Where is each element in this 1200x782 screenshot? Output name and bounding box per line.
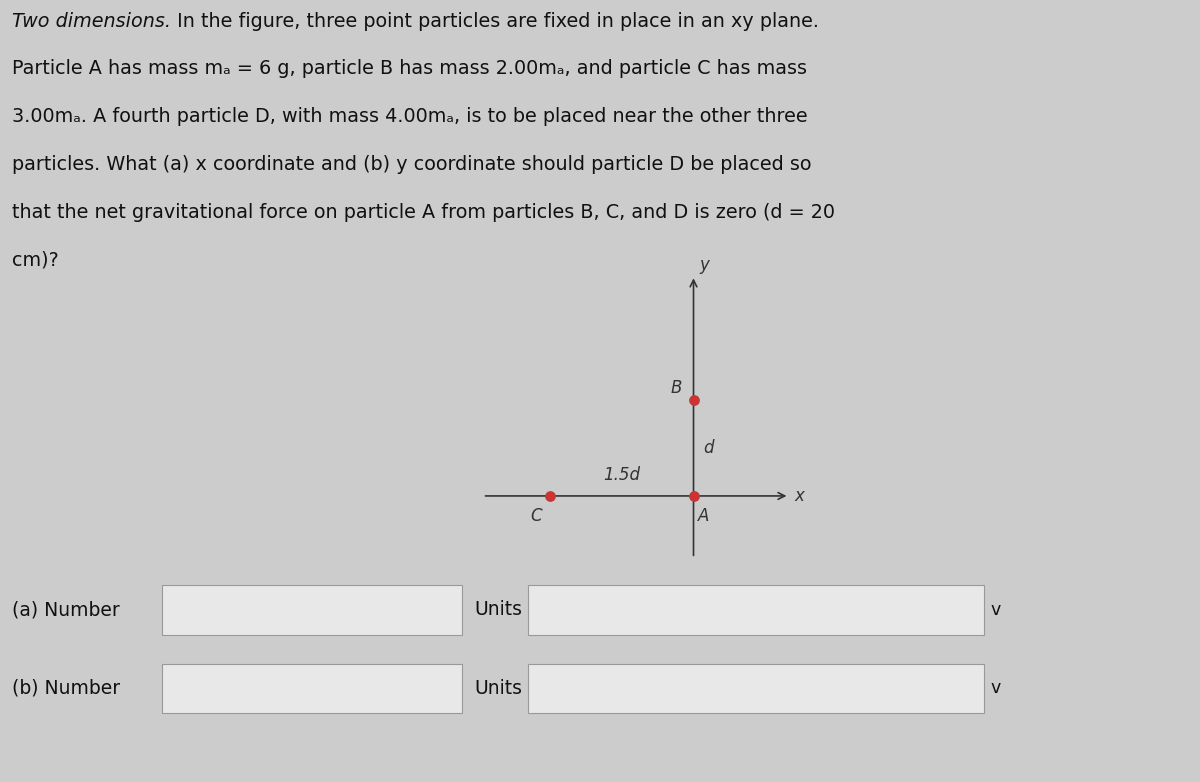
- Text: (b) Number: (b) Number: [12, 679, 120, 698]
- Text: cm)?: cm)?: [12, 250, 59, 269]
- Point: [540, 490, 559, 502]
- Text: v: v: [990, 679, 1001, 698]
- Text: Units: Units: [474, 679, 522, 698]
- Text: (a) Number: (a) Number: [12, 601, 120, 619]
- Text: Units: Units: [474, 601, 522, 619]
- FancyBboxPatch shape: [162, 663, 462, 713]
- Text: B: B: [671, 379, 682, 397]
- FancyBboxPatch shape: [528, 585, 984, 635]
- Text: In the figure, three point particles are fixed in place in an xy plane.: In the figure, three point particles are…: [170, 12, 818, 30]
- Text: Particle A has mass mₐ = 6 g, particle B has mass 2.00mₐ, and particle C has mas: Particle A has mass mₐ = 6 g, particle B…: [12, 59, 808, 78]
- Text: that the net gravitational force on particle A from particles B, C, and D is zer: that the net gravitational force on part…: [12, 203, 835, 221]
- FancyBboxPatch shape: [162, 585, 462, 635]
- FancyBboxPatch shape: [528, 663, 984, 713]
- Point: [684, 490, 703, 502]
- Text: 1.5d: 1.5d: [604, 466, 640, 484]
- Text: Two dimensions.: Two dimensions.: [12, 12, 172, 30]
- Text: y: y: [700, 256, 709, 274]
- Text: x: x: [794, 487, 804, 505]
- Text: 3.00mₐ. A fourth particle D, with mass 4.00mₐ, is to be placed near the other th: 3.00mₐ. A fourth particle D, with mass 4…: [12, 107, 808, 126]
- Point: [684, 394, 703, 407]
- Text: A: A: [698, 508, 709, 526]
- Text: v: v: [990, 601, 1001, 619]
- Text: C: C: [530, 508, 542, 526]
- Text: particles. What (a) x coordinate and (b) y coordinate should particle D be place: particles. What (a) x coordinate and (b)…: [12, 155, 811, 174]
- Text: d: d: [703, 439, 714, 457]
